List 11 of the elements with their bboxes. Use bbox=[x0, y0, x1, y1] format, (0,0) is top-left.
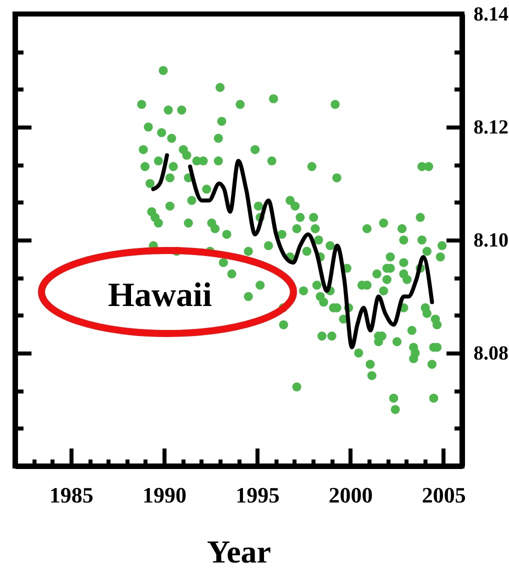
y-tick-label: 8.10 bbox=[474, 230, 508, 252]
x-tick-label: 1985 bbox=[49, 482, 94, 508]
x-axis-title: Year bbox=[207, 534, 271, 570]
x-tick-label: 1990 bbox=[142, 482, 186, 508]
annotation: Hawaii bbox=[108, 277, 212, 314]
y-tick-label: 8.14 bbox=[474, 4, 508, 26]
y-tick-label: 8.12 bbox=[474, 116, 508, 138]
x-tick-label: 1995 bbox=[236, 482, 280, 508]
x-tick-label: 2005 bbox=[422, 482, 466, 508]
x-tick-label: 2000 bbox=[328, 482, 373, 508]
y-tick-label: 8.08 bbox=[474, 342, 508, 364]
